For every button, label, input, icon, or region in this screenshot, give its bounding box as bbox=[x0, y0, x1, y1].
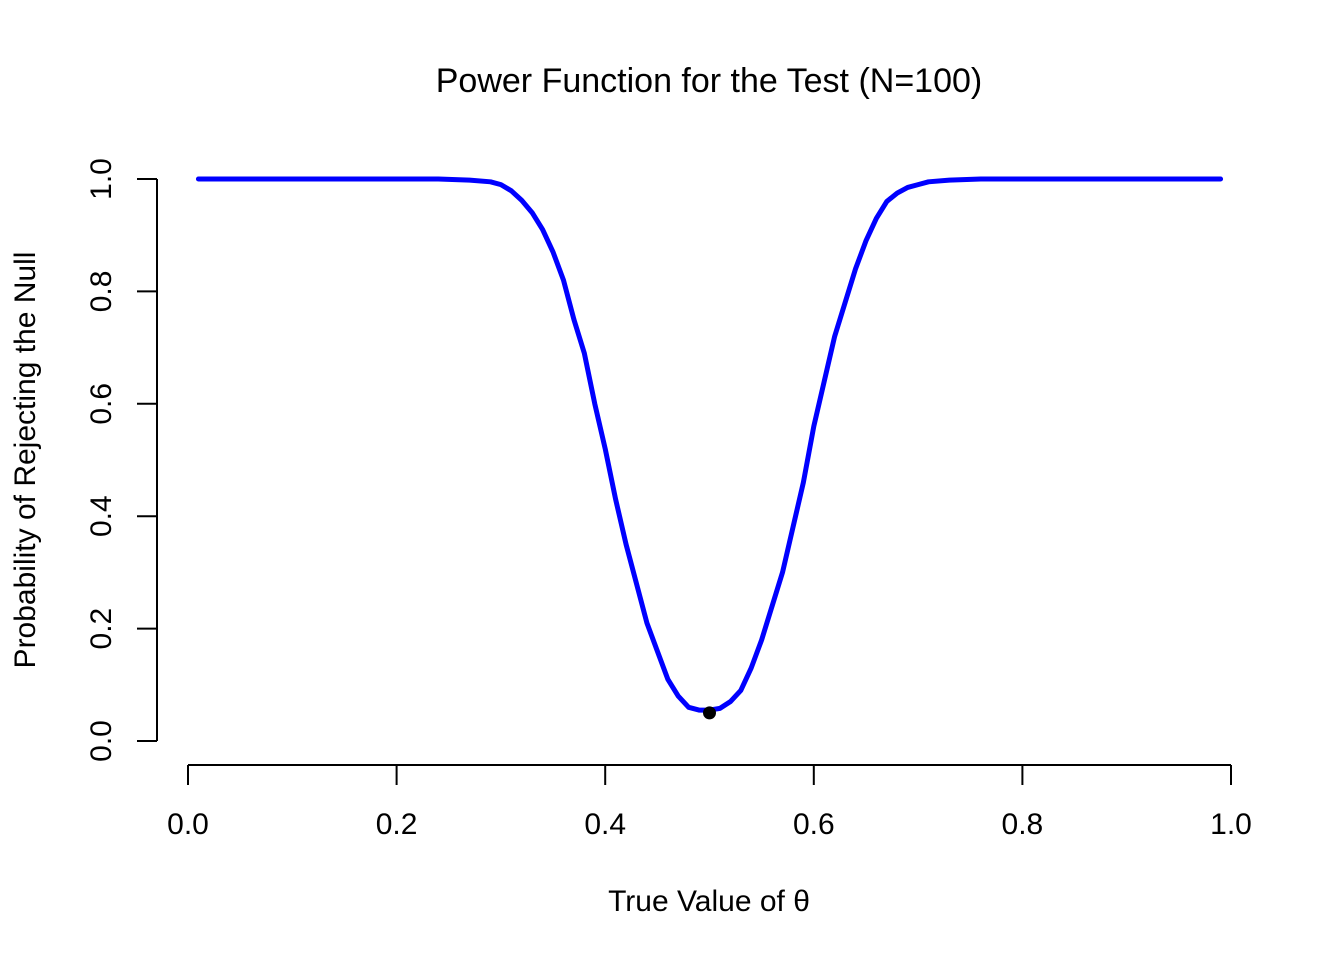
null-value-point bbox=[703, 706, 716, 720]
power-curve-line bbox=[195, 176, 1224, 713]
x-axis-label: True Value of θ bbox=[608, 885, 810, 918]
x-tick-label: 0.0 bbox=[167, 808, 209, 841]
x-tick-label: 1.0 bbox=[1210, 808, 1252, 841]
x-tick-label: 0.6 bbox=[793, 808, 835, 841]
x-tick-label: 0.2 bbox=[376, 808, 418, 841]
y-axis-label: Probability of Rejecting the Null bbox=[9, 252, 42, 669]
y-tick-label: 0.0 bbox=[85, 720, 118, 762]
y-tick-label: 0.4 bbox=[85, 495, 118, 537]
x-tick-label: 0.4 bbox=[584, 808, 626, 841]
y-tick-label: 1.0 bbox=[85, 158, 118, 200]
chart-title: Power Function for the Test (N=100) bbox=[436, 62, 982, 100]
plot-series bbox=[195, 176, 1224, 713]
x-axis-ticks: 0.0 0.2 0.4 0.6 0.8 1.0 bbox=[167, 765, 1252, 841]
y-axis-ticks: 0.0 0.2 0.4 0.6 0.8 1.0 bbox=[85, 158, 157, 762]
plot-points bbox=[703, 706, 716, 720]
y-tick-label: 0.6 bbox=[85, 383, 118, 425]
x-tick-label: 0.8 bbox=[1002, 808, 1044, 841]
y-tick-label: 0.2 bbox=[85, 608, 118, 650]
y-tick-label: 0.8 bbox=[85, 271, 118, 313]
